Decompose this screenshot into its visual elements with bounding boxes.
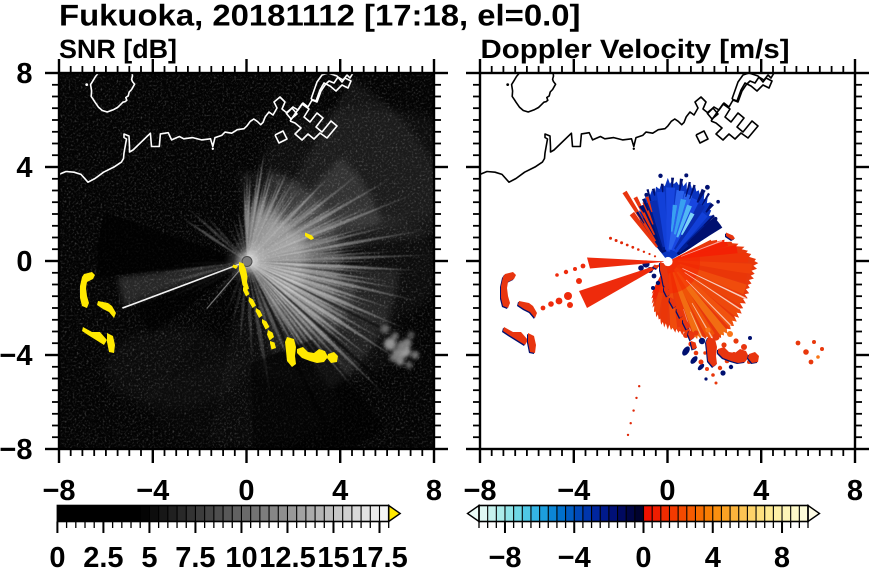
svg-text:5: 5 (141, 542, 157, 570)
svg-text:4: 4 (16, 152, 32, 184)
svg-text:0: 0 (49, 542, 65, 570)
svg-text:2.5: 2.5 (83, 542, 123, 570)
svg-text:0: 0 (16, 246, 32, 278)
svg-text:Fukuoka, 20181112 [17:18, el=0: Fukuoka, 20181112 [17:18, el=0.0] (59, 0, 581, 33)
svg-text:0: 0 (238, 475, 254, 507)
svg-text:−8: −8 (463, 475, 496, 507)
svg-text:0: 0 (659, 475, 675, 507)
svg-text:−8: −8 (0, 434, 33, 466)
svg-text:17.5: 17.5 (351, 542, 407, 570)
svg-text:SNR [dB]: SNR [dB] (59, 34, 177, 64)
svg-text:15: 15 (317, 542, 349, 570)
svg-text:8: 8 (774, 542, 790, 570)
svg-text:4: 4 (705, 542, 721, 570)
svg-text:12.5: 12.5 (259, 542, 315, 570)
svg-text:0: 0 (635, 542, 651, 570)
svg-text:−4: −4 (0, 340, 33, 372)
svg-text:10: 10 (225, 542, 257, 570)
svg-text:Doppler Velocity [m/s]: Doppler Velocity [m/s] (481, 34, 790, 64)
svg-text:−8: −8 (42, 475, 75, 507)
svg-text:8: 8 (16, 58, 32, 90)
svg-text:4: 4 (753, 475, 769, 507)
svg-text:4: 4 (332, 475, 348, 507)
svg-text:−4: −4 (558, 542, 591, 570)
svg-text:−4: −4 (136, 475, 169, 507)
svg-text:−4: −4 (557, 475, 590, 507)
svg-text:−8: −8 (488, 542, 521, 570)
svg-text:8: 8 (847, 475, 863, 507)
svg-text:7.5: 7.5 (175, 542, 215, 570)
svg-text:8: 8 (426, 475, 442, 507)
